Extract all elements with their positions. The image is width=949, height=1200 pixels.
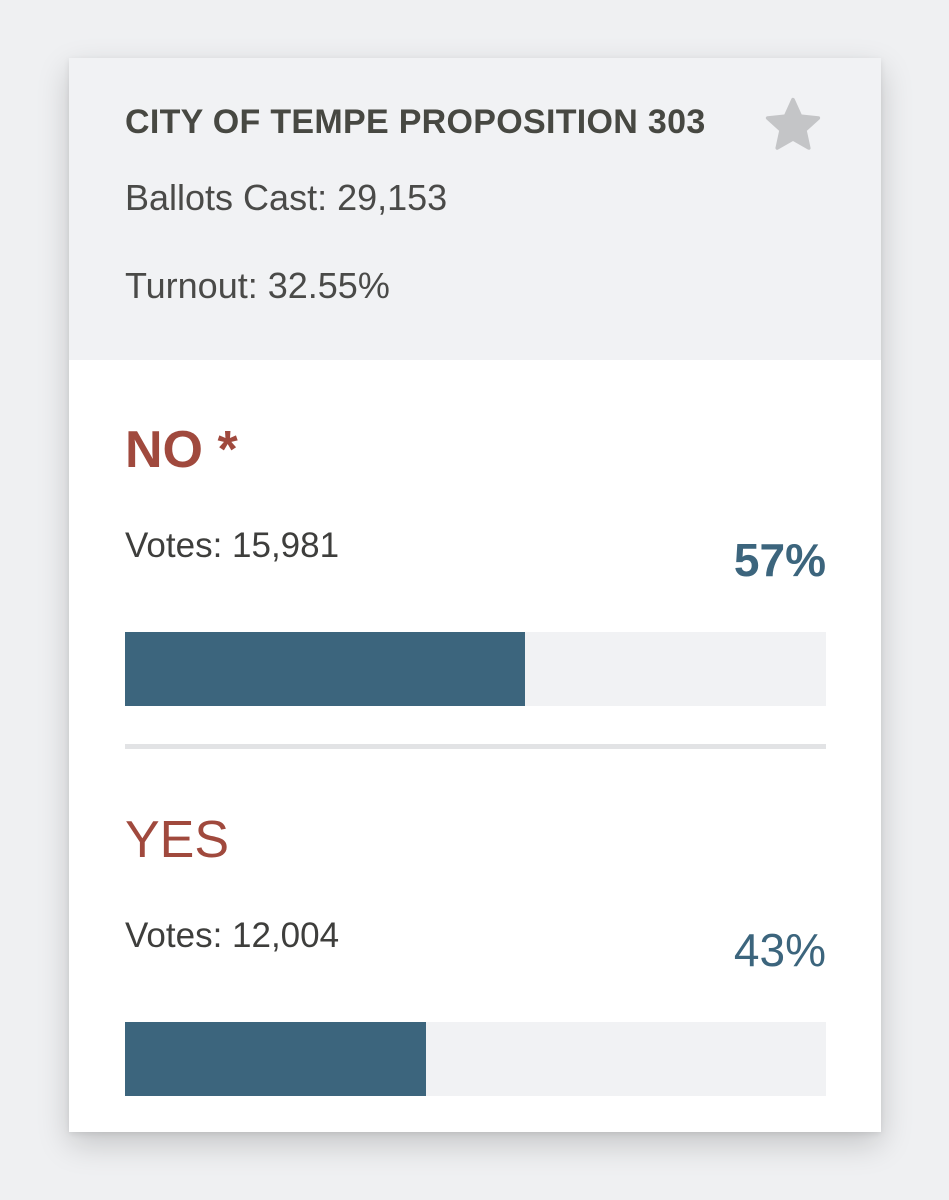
option-name: NO * (125, 421, 238, 479)
divider (125, 744, 826, 749)
progress-bar-track (125, 632, 826, 706)
option-name: YES (125, 811, 230, 869)
turnout: Turnout: 32.55% (125, 265, 390, 306)
star-icon-graphic (765, 97, 821, 150)
progress-bar-fill (125, 632, 525, 706)
progress-bar-fill (125, 1022, 427, 1096)
results-card: CITY OF TEMPE PROPOSITION 303 Ballots Ca… (69, 58, 881, 1132)
option-votes: Votes: 15,981 (125, 526, 340, 565)
option-percent: 43% (733, 924, 826, 976)
proposition-title: CITY OF TEMPE PROPOSITION 303 (125, 103, 706, 141)
option-percent: 57% (733, 534, 826, 586)
option-votes: Votes: 12,004 (125, 916, 340, 955)
card-header: CITY OF TEMPE PROPOSITION 303 Ballots Ca… (69, 58, 881, 360)
ballots-cast: Ballots Cast: 29,153 (125, 177, 448, 218)
progress-bar-track (125, 1022, 826, 1096)
star-icon[interactable] (762, 94, 824, 156)
